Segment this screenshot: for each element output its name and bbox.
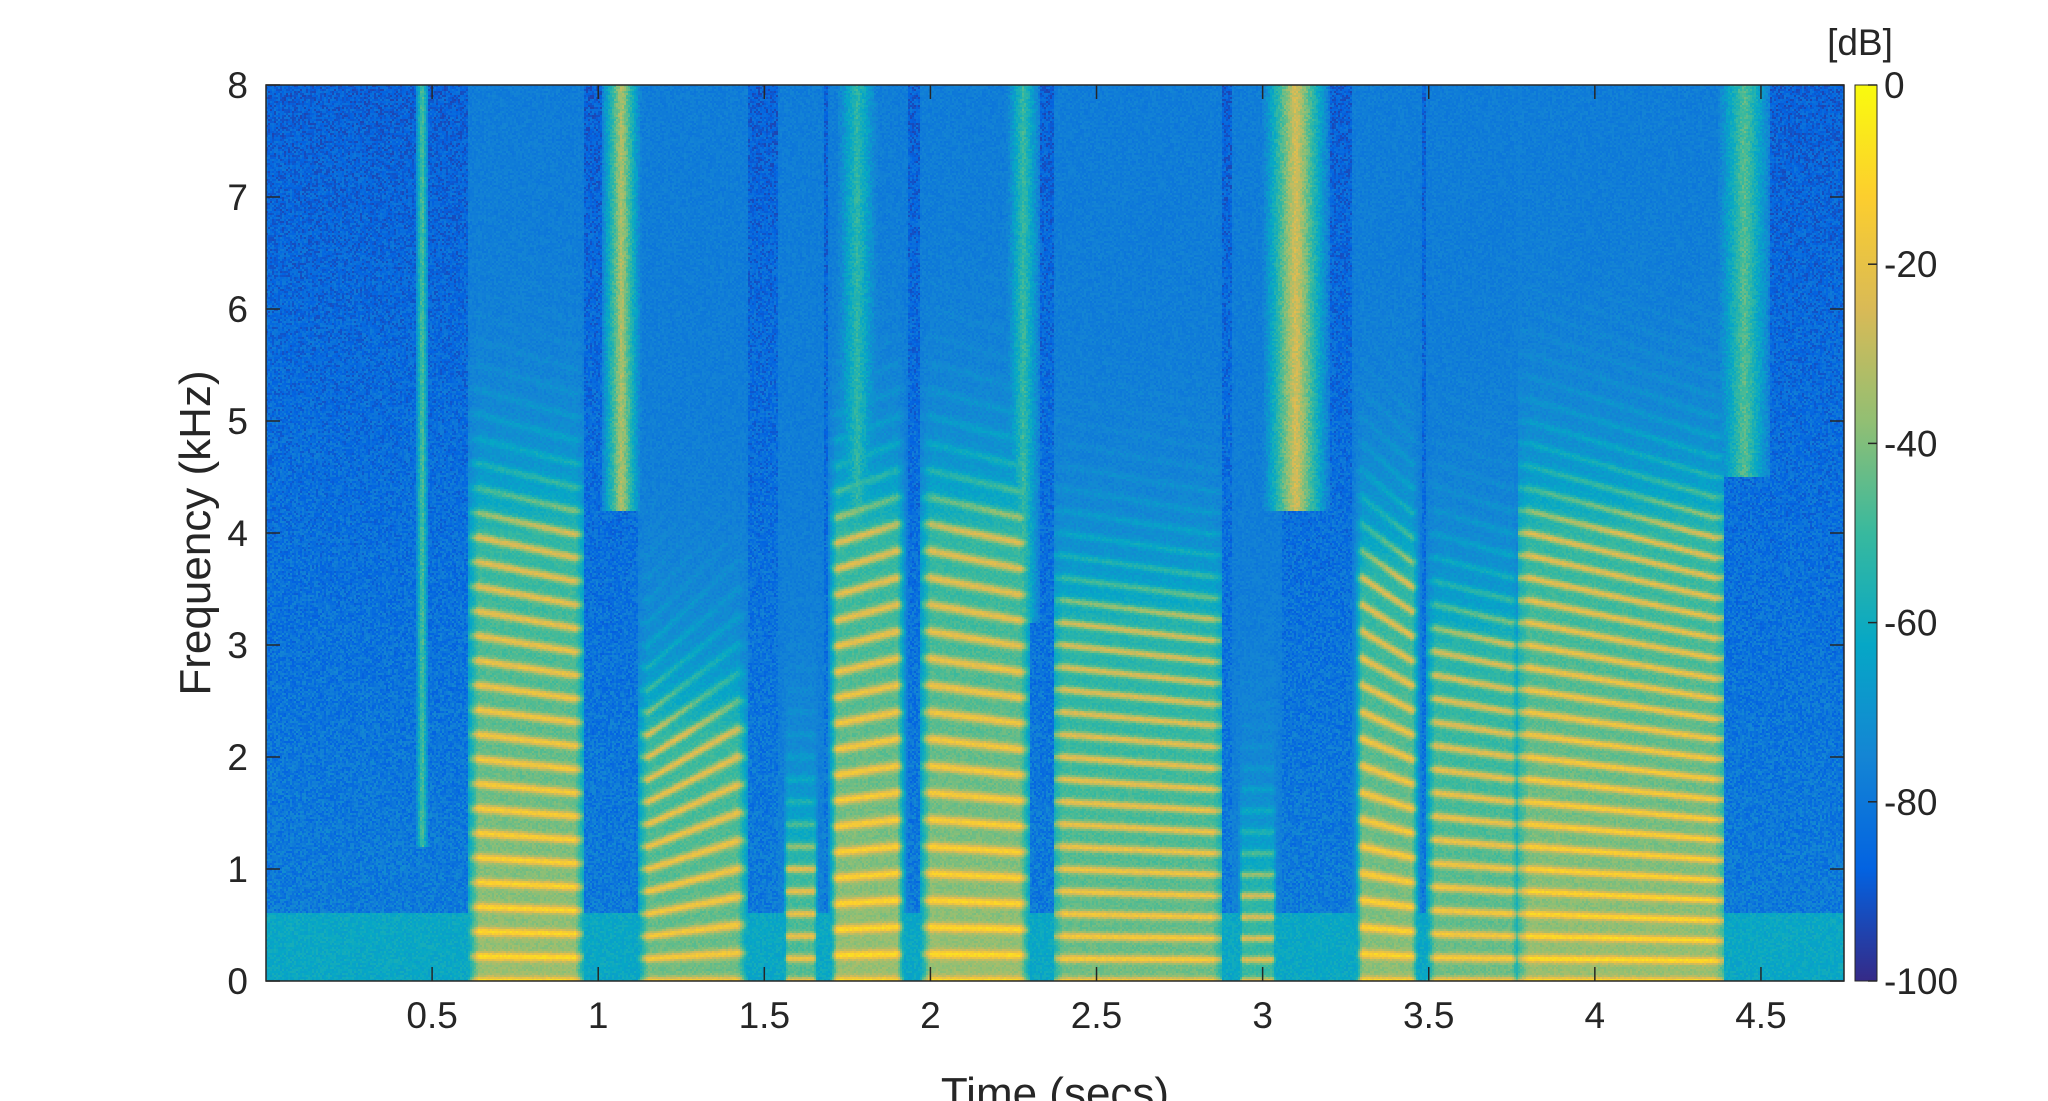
x-tick-label: 4	[1585, 995, 1606, 1036]
colorbar-unit-label: [dB]	[1827, 22, 1893, 63]
colorbar-tick-label: -40	[1884, 423, 1937, 464]
x-tick-label: 0.5	[406, 995, 457, 1036]
y-axis-label: Frequency (kHz)	[171, 370, 220, 695]
colorbar-tick-label: -60	[1884, 603, 1937, 644]
colorbar-ticks: 0 -20 -40 -60 -80 -100	[1868, 65, 1958, 1002]
spectrogram-plot-area	[265, 84, 1845, 982]
y-tick-label: 1	[227, 849, 248, 890]
y-axis-ticks: 0 1 2 3 4 5 6 7 8	[227, 65, 1844, 1002]
colorbar-tick-label: -100	[1884, 961, 1958, 1002]
x-axis-ticks: 0.5 1 1.5 2 2.5 3 3.5 4 4.5	[406, 85, 1787, 1036]
colorbar-tick-label: -80	[1884, 782, 1937, 823]
x-tick-label: 3.5	[1403, 995, 1454, 1036]
y-tick-label: 4	[227, 513, 248, 554]
y-tick-label: 3	[227, 625, 248, 666]
x-tick-label: 1.5	[739, 995, 790, 1036]
y-tick-label: 7	[227, 177, 248, 218]
y-tick-label: 0	[227, 961, 248, 1002]
x-axis-label: Time (secs)	[941, 1069, 1169, 1101]
spectrogram-image	[266, 85, 1844, 981]
x-tick-label: 2	[920, 995, 941, 1036]
y-tick-label: 6	[227, 289, 248, 330]
x-tick-label: 3	[1252, 995, 1273, 1036]
y-tick-label: 5	[227, 401, 248, 442]
x-tick-label: 2.5	[1071, 995, 1122, 1036]
colorbar-tick-label: -20	[1884, 244, 1937, 285]
colorbar: [dB] 0 -20 -40 -60 -80 -100	[1827, 22, 1958, 1002]
x-tick-label: 1	[588, 995, 609, 1036]
colorbar-tick-label: 0	[1884, 65, 1905, 106]
colorbar-gradient	[1854, 84, 1878, 982]
y-tick-label: 8	[227, 65, 248, 106]
y-tick-label: 2	[227, 737, 248, 778]
x-tick-label: 4.5	[1735, 995, 1786, 1036]
